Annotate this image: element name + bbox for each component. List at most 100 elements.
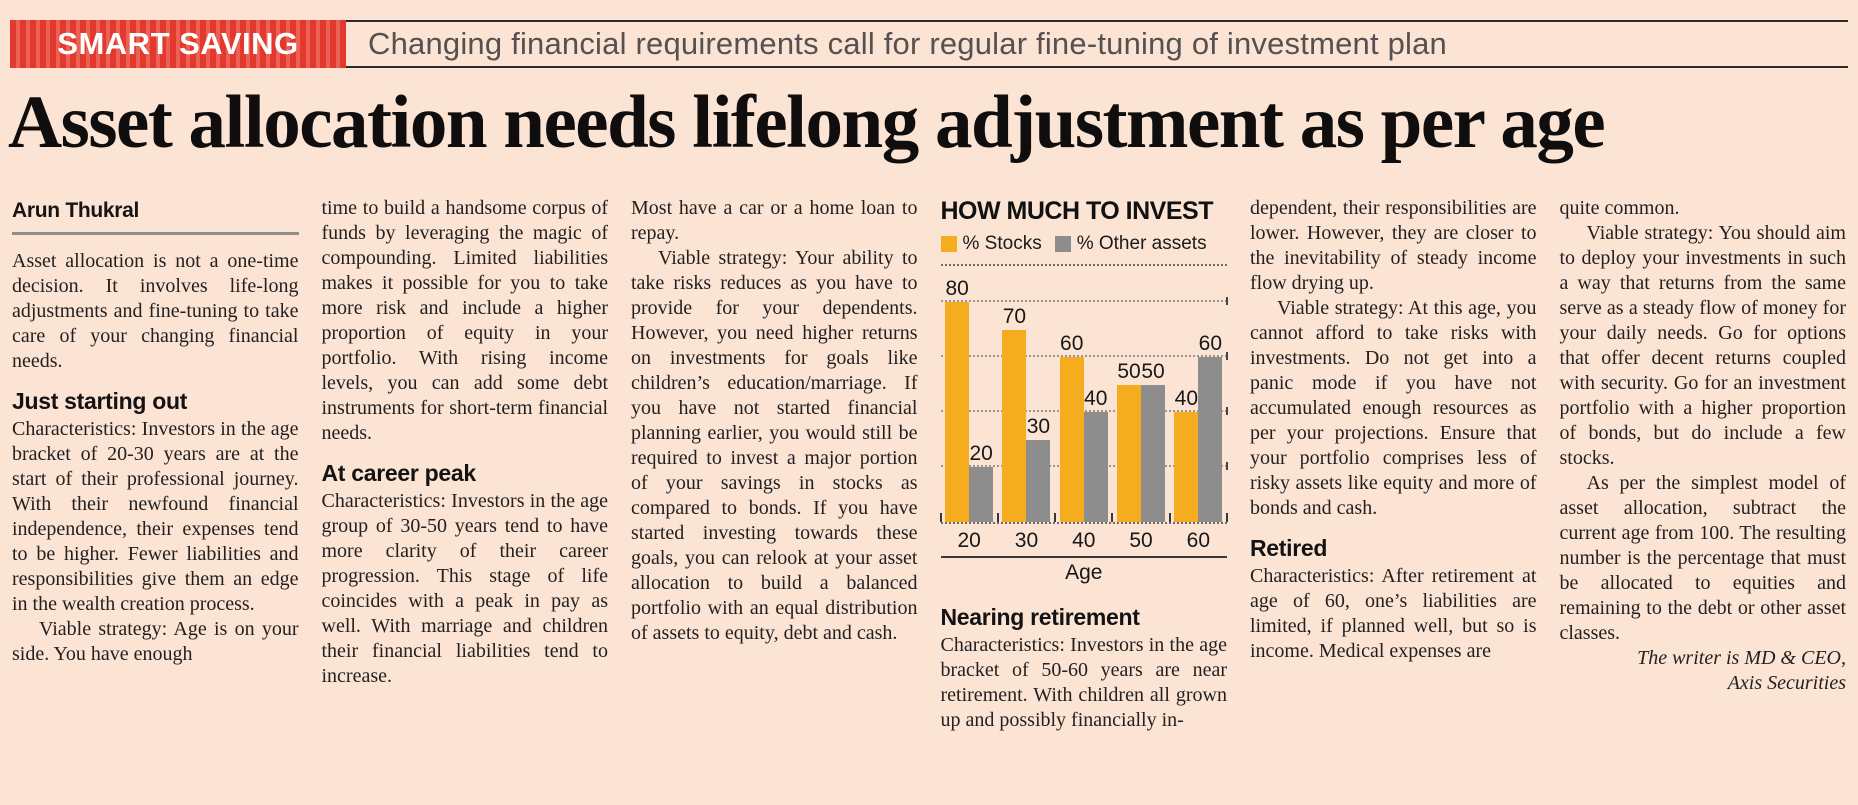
column-5: dependent, their responsibilities are lo… (1250, 196, 1537, 733)
x-tick-label: 20 (957, 529, 981, 552)
legend-item: % Stocks (940, 231, 1042, 256)
axis-tick (996, 513, 999, 522)
legend-swatch-icon (940, 235, 957, 252)
bar-value-label: 80 (945, 277, 969, 300)
paragraph: time to build a handsome corpus of funds… (321, 197, 609, 444)
chart-x-tick-labels: 20 30 40 50 60 (941, 528, 1228, 553)
bar-wrap: 40 (1083, 387, 1108, 522)
bar-wrap: 70 (1002, 304, 1027, 522)
paragraph: Characteristics: After retirement at age… (1250, 565, 1537, 662)
axis-tick (1111, 513, 1114, 522)
chart-legend: % Stocks % Other assets (940, 231, 1228, 256)
bar (1198, 357, 1223, 522)
paragraph: dependent, their responsibilities are lo… (1250, 197, 1537, 294)
chart-title: HOW MUCH TO INVEST (940, 197, 1214, 225)
axis-tick (1168, 513, 1171, 522)
legend-swatch-icon (1054, 235, 1071, 252)
bar-value-label: 30 (1026, 414, 1051, 438)
section-heading-just-starting-out: Just starting out (12, 388, 188, 414)
gridline (940, 407, 1228, 415)
paragraph: Viable strategy: At this age, you cannot… (1250, 297, 1537, 519)
bar-value-label: 70 (1002, 304, 1027, 328)
bar-wrap: 80 (945, 277, 970, 522)
gridline (940, 297, 1228, 305)
x-tick-label: 50 (1129, 529, 1153, 552)
bar (1026, 439, 1051, 522)
paragraph: As per the simplest model of asset alloc… (1559, 472, 1847, 644)
paragraph: Viable strategy: Your ability to take ri… (631, 247, 918, 644)
column-6: quite common. Viable strategy: You shoul… (1560, 196, 1847, 733)
byline-rule (12, 232, 299, 235)
paragraph: Asset allocation is not a one-time decis… (12, 250, 299, 372)
axis-tick (1226, 513, 1228, 522)
article-body: Arun Thukral Asset allocation is not a o… (12, 196, 1846, 733)
credit-line-1: The writer is MD & CEO, (1637, 647, 1846, 669)
bar-value-label: 60 (1060, 332, 1084, 355)
chart-x-axis-title: Age (1065, 561, 1103, 584)
bar-wrap: 20 (969, 442, 994, 522)
bar-group: 80 20 (945, 277, 994, 522)
bar-group: 50 50 (1117, 359, 1166, 522)
legend-separator (940, 264, 1227, 266)
bar-value-label: 40 (1084, 387, 1108, 410)
x-tick-label: 30 (1014, 529, 1039, 552)
paragraph: quite common. (1559, 197, 1680, 219)
credit-line-2: Axis Securities (1727, 672, 1846, 694)
bar (1117, 384, 1142, 522)
bar (1174, 412, 1199, 522)
bar (969, 467, 994, 522)
gridline (940, 352, 1228, 360)
bar-value-label: 50 (1141, 359, 1165, 383)
legend-label: % Stocks (962, 233, 1042, 254)
column-3: Most have a car or a home loan to repay.… (631, 196, 918, 733)
headline: Asset allocation needs lifelong adjustme… (8, 81, 1606, 164)
bar (945, 302, 970, 522)
bar-wrap: 50 (1141, 359, 1166, 522)
paragraph: Viable strategy: You should aim to deplo… (1559, 222, 1847, 469)
column-1: Arun Thukral Asset allocation is not a o… (12, 196, 299, 733)
byline: Arun Thukral (12, 199, 140, 222)
chart-axis-rule (940, 556, 1227, 558)
axis-tick (939, 513, 942, 522)
bar-wrap: 30 (1026, 414, 1051, 522)
bar-wrap: 40 (1174, 387, 1199, 522)
x-tick-label: 40 (1072, 529, 1096, 552)
column-4: HOW MUCH TO INVEST % Stocks % Other asset… (939, 196, 1228, 733)
bar-group: 40 60 (1174, 332, 1223, 522)
bar (1059, 357, 1084, 522)
bar-value-label: 50 (1117, 359, 1141, 383)
bar (1083, 412, 1108, 522)
paragraph: Characteristics: Investors in the age br… (940, 634, 1228, 731)
axis-tick (1054, 513, 1057, 522)
paragraph: Characteristics: Investors in the age br… (12, 418, 299, 615)
bar-groups: 80 20 70 30 60 40 50 50 40 60 (941, 272, 1228, 522)
kicker-bar: SMART SAVING Changing financial requirem… (10, 20, 1848, 68)
invest-bar-chart: HOW MUCH TO INVEST % Stocks % Other asset… (939, 197, 1228, 585)
section-heading-at-career-peak: At career peak (321, 460, 477, 486)
bar-value-label: 40 (1174, 387, 1198, 410)
bar-wrap: 60 (1059, 332, 1084, 522)
legend-item: % Other assets (1054, 231, 1207, 256)
bar-group: 60 40 (1059, 332, 1108, 522)
paragraph: Viable strategy: Age is on your side. Yo… (12, 618, 299, 665)
kicker-badge: SMART SAVING (10, 20, 346, 68)
paragraph: Characteristics: Investors in the age gr… (321, 490, 609, 687)
bar-value-label: 60 (1198, 332, 1222, 355)
writer-credit: The writer is MD & CEO, Axis Securities (1560, 646, 1846, 696)
section-heading-nearing-retirement: Nearing retirement (940, 604, 1140, 630)
bar-group: 70 30 (1002, 304, 1051, 522)
column-2: time to build a handsome corpus of funds… (322, 196, 609, 733)
paragraph: Most have a car or a home loan to repay. (631, 197, 918, 244)
bar (1141, 384, 1166, 522)
strapline: Changing financial requirements call for… (346, 20, 1848, 68)
bar-value-label: 20 (969, 442, 993, 465)
bar (1002, 329, 1027, 522)
section-heading-retired: Retired (1250, 535, 1328, 561)
kicker-label: SMART SAVING (57, 26, 299, 61)
bar-wrap: 50 (1117, 359, 1142, 522)
x-tick-label: 60 (1186, 529, 1211, 552)
chart-plot-area: 80 20 70 30 60 40 50 50 40 60 (939, 272, 1228, 524)
bar-wrap: 60 (1198, 332, 1223, 522)
legend-label: % Other assets (1076, 233, 1207, 254)
